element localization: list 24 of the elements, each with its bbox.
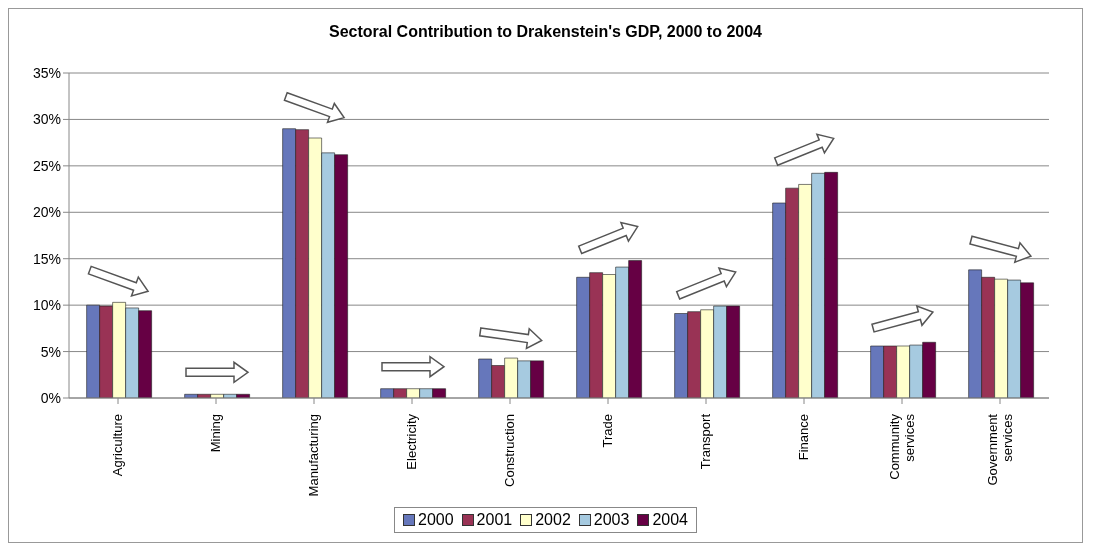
x-tick-label: Trade [600,414,615,448]
x-tick-label: Electricity [404,413,419,470]
y-tick-label: 30% [32,111,61,128]
legend-label: 2001 [475,511,513,529]
x-tick-label: Construction [502,414,517,487]
x-tick-label: Community services [886,413,917,480]
y-tick-label: 25% [32,157,61,174]
x-tick-label: Finance [796,414,811,461]
chart-title: Sectoral Contribution to Drakenstein's GDP, 2000 to 2004 [328,23,763,41]
x-tick-label: Transport [698,413,713,470]
legend-label: 2003 [592,511,630,529]
legend-label: 2004 [651,511,688,529]
y-tick-label: 35% [32,64,61,81]
y-tick-label: 15% [32,250,61,267]
y-tick-label: 5% [40,343,61,360]
x-tick-label: Mining [208,414,223,453]
legend-label: 2000 [417,511,454,529]
y-tick-label: 10% [32,297,61,314]
y-tick-label: 0% [40,389,61,406]
x-tick-label: Government services [984,413,1015,486]
x-tick-label: Agriculture [110,414,125,477]
x-tick-label: Manufacturing [306,414,321,497]
y-tick-label: 20% [32,204,61,221]
legend-label: 2002 [534,511,571,529]
